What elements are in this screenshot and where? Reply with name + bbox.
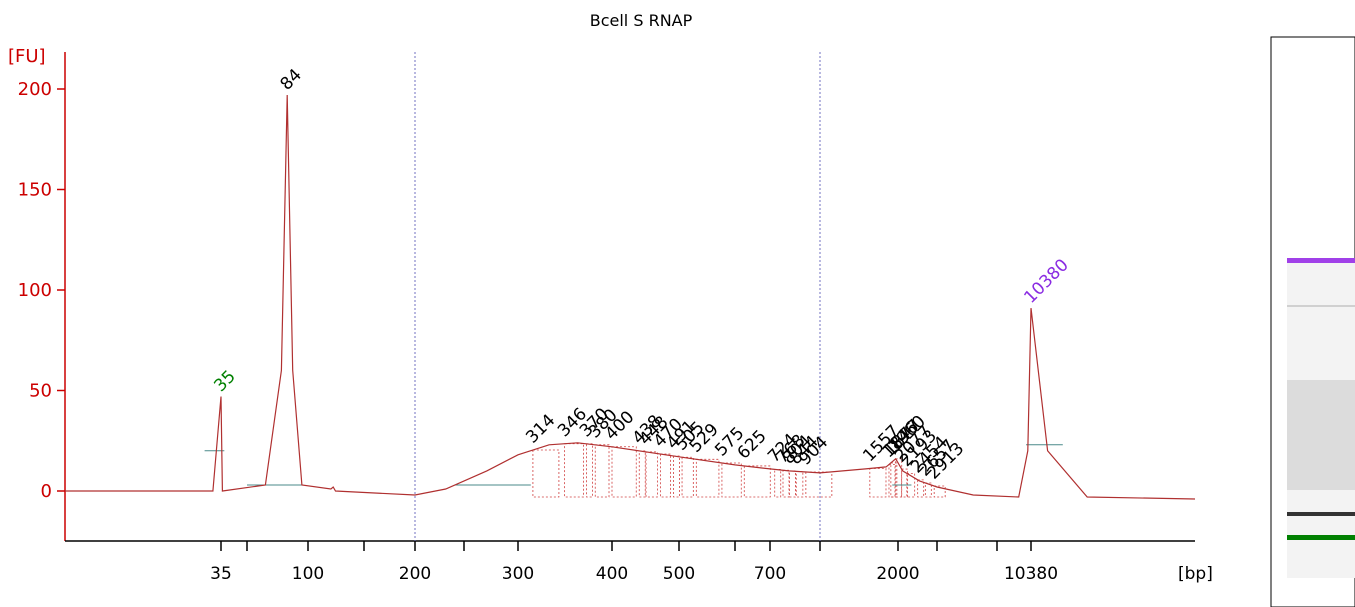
peak-region — [869, 468, 887, 498]
x-tick-label: 10380 — [1004, 564, 1058, 584]
peak-region — [673, 455, 680, 498]
peak-region — [917, 479, 925, 498]
signal-trace — [65, 94, 1196, 500]
x-tick-label: 400 — [596, 564, 628, 584]
peak-region — [805, 471, 833, 498]
smear-peak-label: 314 — [522, 410, 559, 447]
peak-region — [695, 458, 720, 498]
y-tick-label: 150 — [18, 180, 52, 201]
x-axis-label: [bp] — [1178, 564, 1213, 584]
y-tick-label: 100 — [18, 280, 52, 301]
main-peak-label: 84 — [277, 65, 306, 94]
y-tick-label: 50 — [29, 381, 52, 402]
peak-region — [743, 465, 771, 498]
gel-main-band — [1287, 512, 1355, 516]
peak-region — [895, 458, 903, 498]
y-tick-label: 0 — [41, 481, 52, 502]
peak-region — [933, 485, 946, 498]
peak-region — [795, 470, 804, 498]
peak-region — [782, 469, 790, 498]
peak-region — [888, 464, 896, 498]
x-tick-label: 200 — [399, 564, 431, 584]
plot-area: 0 50 100 150 200 35 100 200 300 400 500 700 2000 1038… — [18, 52, 1196, 584]
marker-peak-label: 35 — [210, 367, 239, 396]
x-tick-label: 2000 — [876, 564, 919, 584]
gel-smear — [1287, 380, 1355, 490]
peak-region — [924, 482, 932, 498]
peak-region — [721, 462, 742, 498]
x-tick-label: 35 — [210, 564, 232, 584]
peak-region — [660, 453, 671, 498]
peak-region — [645, 451, 658, 498]
peak-region — [638, 450, 646, 498]
x-tick-label: 300 — [502, 564, 534, 584]
peak-region — [594, 444, 610, 498]
x-tick-label: 500 — [663, 564, 695, 584]
x-tick-label: 700 — [754, 564, 786, 584]
gel-lower-marker-band — [1287, 535, 1355, 540]
peak-region — [890, 462, 898, 498]
peak-region — [789, 470, 796, 498]
y-tick-label: 200 — [18, 79, 52, 100]
peak-region — [532, 449, 560, 498]
x-tick-label: 100 — [292, 564, 324, 584]
peak-region — [564, 443, 584, 498]
peak-region — [774, 468, 782, 498]
gel-upper-marker-band — [1287, 258, 1355, 263]
peak-region — [901, 468, 909, 498]
marker-peak-label: 10380 — [1020, 255, 1072, 307]
gel-band-faint — [1287, 305, 1355, 307]
chart-title: Bcell S RNAP — [590, 11, 693, 30]
gel-lane — [1270, 36, 1355, 607]
peak-region — [586, 443, 593, 498]
y-axis-label: [FU] — [8, 46, 46, 67]
peak-region — [611, 446, 637, 498]
peak-region — [681, 456, 694, 498]
